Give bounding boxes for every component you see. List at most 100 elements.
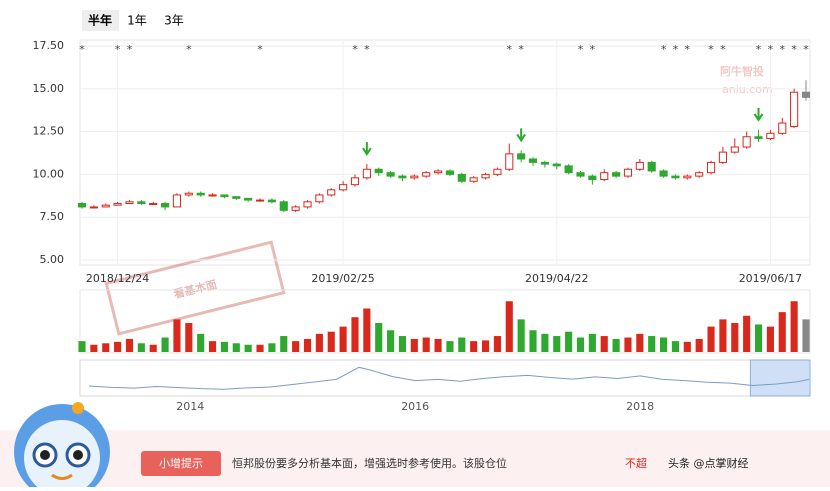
candle-body xyxy=(730,146,739,153)
volume-bar xyxy=(280,336,288,352)
volume-bar xyxy=(636,333,644,352)
volume-bar xyxy=(565,331,573,352)
volume-bar xyxy=(114,341,122,352)
candle-body xyxy=(695,172,704,177)
volume-bar xyxy=(553,336,561,352)
candle-body xyxy=(706,161,716,174)
candle-body xyxy=(232,196,241,199)
volume-bar xyxy=(493,336,501,352)
star-marker: * xyxy=(708,43,714,56)
volume-bar xyxy=(125,338,134,352)
volume-bar xyxy=(648,336,656,352)
volume-bar xyxy=(375,323,383,352)
candle-body xyxy=(410,175,419,179)
volume-bar xyxy=(754,324,763,352)
volume-bar xyxy=(517,319,525,352)
tip-text: 恒邦股份要多分析基本面，增强选时参考使用。该股仓位 xyxy=(232,456,507,470)
candle-body xyxy=(600,172,609,181)
volume-bar xyxy=(470,341,478,352)
tab[interactable]: 3年 xyxy=(164,14,184,28)
candle-body xyxy=(255,199,265,202)
volume-bar xyxy=(588,333,596,352)
star-marker: * xyxy=(720,43,726,56)
volume-bar xyxy=(339,326,347,352)
tip-button-label[interactable]: 小增提示 xyxy=(159,456,203,470)
volume-bar xyxy=(790,301,798,352)
candle-body xyxy=(374,168,383,174)
candle-body xyxy=(89,206,98,209)
candle-body xyxy=(244,197,253,201)
volume-bar xyxy=(576,337,585,352)
tip-bar xyxy=(0,430,830,487)
navigator-window xyxy=(749,359,811,397)
volume-bar xyxy=(78,341,86,352)
candle-body xyxy=(303,201,312,208)
candle-body xyxy=(267,199,276,203)
signal-arrow xyxy=(753,107,764,122)
star-marker: * xyxy=(507,43,513,56)
star-marker: * xyxy=(578,43,584,56)
footer-watermark: 头条 @点掌财经 xyxy=(668,456,749,470)
stamp-watermark: 看基本面 xyxy=(104,240,286,336)
star-marker: * xyxy=(127,43,133,56)
volume-bar xyxy=(766,326,774,352)
star-marker: * xyxy=(661,43,667,56)
volume-bar xyxy=(315,333,323,352)
navigator-frame xyxy=(79,359,811,397)
navigator-tick-label: 2016 xyxy=(401,400,429,413)
volume-bar xyxy=(481,340,490,352)
volume-bar xyxy=(185,323,193,352)
candle-body xyxy=(683,175,692,179)
candle-body xyxy=(291,206,300,211)
volume-bar xyxy=(695,338,703,352)
volume-bar xyxy=(256,344,264,352)
volume-bar xyxy=(398,336,407,352)
volume-bar xyxy=(660,337,668,352)
star-marker: * xyxy=(791,43,797,56)
volume-bar xyxy=(422,337,430,352)
star-marker: * xyxy=(186,43,192,56)
candle-body xyxy=(279,201,288,211)
volume-bar xyxy=(387,330,395,352)
candle-body xyxy=(742,136,751,148)
tip-button[interactable] xyxy=(141,451,221,476)
navigator-tick-label: 2018 xyxy=(626,400,654,413)
candle-body xyxy=(671,175,680,179)
navigator-tick-label: 2014 xyxy=(176,400,204,413)
y-tick-label: 5.00 xyxy=(40,253,65,266)
y-tick-label: 10.00 xyxy=(33,167,65,180)
candle-body xyxy=(362,168,371,179)
signal-arrow xyxy=(362,142,372,156)
star-marker: * xyxy=(590,43,596,56)
volume-bar xyxy=(671,341,680,352)
tab[interactable]: 半年 xyxy=(88,13,112,28)
navigator-line xyxy=(88,366,809,390)
star-marker: * xyxy=(352,43,358,56)
candle-body xyxy=(647,161,656,172)
volume-bar xyxy=(600,336,608,352)
y-tick-label: 17.50 xyxy=(33,39,65,52)
volume-bar xyxy=(541,333,549,352)
volume-bar xyxy=(743,315,751,352)
x-tick-label: 2019/06/17 xyxy=(739,272,802,285)
candle-body xyxy=(528,158,538,163)
candle-body xyxy=(184,192,193,196)
y-tick-label: 15.00 xyxy=(33,82,65,95)
volume-bar xyxy=(624,337,632,352)
tab[interactable]: 1年 xyxy=(127,14,147,28)
candle-body xyxy=(552,163,561,167)
volume-bar xyxy=(327,331,335,352)
volume-bar xyxy=(529,330,537,352)
stamp-border xyxy=(104,240,286,336)
x-tick-label: 2019/04/22 xyxy=(525,272,588,285)
tab-active-bg xyxy=(82,10,119,31)
y-tick-label: 7.50 xyxy=(40,210,65,223)
volume-bar xyxy=(778,312,786,352)
price-frame xyxy=(79,39,811,266)
volume-bar xyxy=(292,341,300,352)
candle-body xyxy=(113,203,122,206)
candle-body xyxy=(659,170,668,177)
candle-body xyxy=(220,194,229,198)
